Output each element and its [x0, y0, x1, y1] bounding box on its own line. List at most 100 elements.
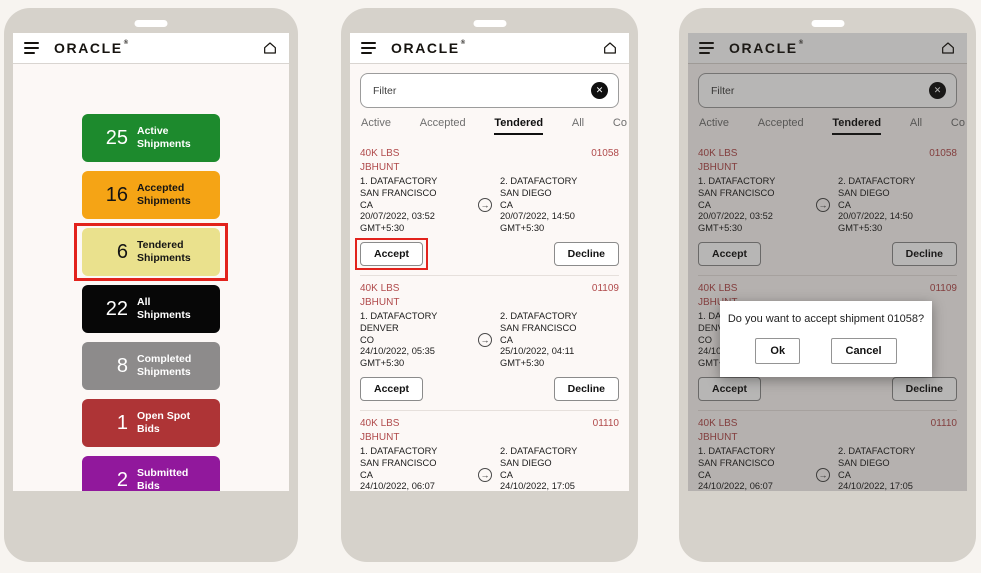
tendered-shipments-label: Tendered Shipments: [137, 239, 191, 264]
route-arrow-icon: →: [478, 333, 492, 348]
submitted-bids-button[interactable]: 2 Submitted Bids: [82, 456, 220, 491]
tab-tendered[interactable]: Tendered: [494, 117, 544, 135]
annotation-highlight-tendered: 6 Tendered Shipments: [74, 223, 228, 281]
completed-shipments-count: 8: [116, 354, 128, 377]
filter-input[interactable]: [371, 83, 591, 98]
app-bar: ORACLE®: [688, 33, 967, 64]
shipment-tabs: Active Accepted Tendered All Co: [350, 115, 629, 141]
shipment-card: 40K LBS 01110 JBHUNT 1. DATAFACTORY SAN …: [360, 411, 619, 491]
shipment-weight: 40K LBS: [360, 148, 400, 159]
oracle-logo: ORACLE®: [729, 40, 804, 56]
open-spot-bids-label: Open Spot Bids: [137, 410, 191, 435]
shipment-list: 40K LBS 01058 JBHUNT 1. DATAFACTORY SAN …: [350, 141, 629, 491]
shipment-id: 01110: [930, 417, 957, 429]
active-shipments-count: 25: [105, 126, 128, 149]
completed-shipments-label: Completed Shipments: [137, 353, 192, 378]
phone-mockup-accept-dialog: ORACLE® ✕ Active Accepted Tendered All C…: [679, 8, 976, 562]
shipment-card: 40K LBS 01058 JBHUNT 1. DATAFACTORY SAN …: [698, 141, 957, 276]
tab-active[interactable]: Active: [361, 117, 391, 129]
accepted-shipments-label: Accepted Shipments: [137, 182, 191, 207]
open-spot-bids-count: 1: [116, 411, 128, 434]
tendered-shipments-count: 6: [116, 240, 128, 263]
shipment-carrier: JBHUNT: [698, 431, 738, 443]
decline-button[interactable]: Decline: [891, 241, 957, 266]
tab-accepted[interactable]: Accepted: [757, 117, 804, 129]
shipment-weight: 40K LBS: [698, 282, 738, 294]
home-icon[interactable]: [602, 40, 618, 56]
shipment-id: 01058: [591, 148, 619, 159]
all-shipments-button[interactable]: 22 All Shipments: [82, 285, 220, 333]
menu-icon[interactable]: [699, 42, 714, 54]
app-bar: ORACLE®: [13, 33, 289, 64]
phone-speaker: [473, 20, 506, 27]
clear-filter-icon[interactable]: ✕: [591, 82, 608, 99]
dialog-message: Do you want to accept shipment 01058?: [727, 313, 925, 325]
destination-details: 2. DATAFACTORY SAN FRANCISCO CA 25/10/20…: [500, 310, 578, 369]
shipment-carrier: JBHUNT: [698, 296, 738, 308]
shipment-card: 40K LBS 01058 JBHUNT 1. DATAFACTORY SAN …: [354, 141, 619, 276]
origin-details: 1. DATAFACTORY SAN FRANCISCO CA 20/07/20…: [698, 176, 776, 234]
tab-tendered[interactable]: Tendered: [832, 117, 882, 135]
filter-input[interactable]: [709, 83, 929, 98]
home-icon[interactable]: [940, 40, 956, 56]
accept-button[interactable]: Accept: [360, 376, 424, 401]
accepted-shipments-count: 16: [105, 183, 128, 206]
tab-all[interactable]: All: [571, 117, 585, 129]
shipment-tabs: Active Accepted Tendered All Co: [688, 115, 967, 141]
shipment-card: 40K LBS 01109 JBHUNT 1. DATAFACTORY DENV…: [360, 276, 619, 411]
accept-button[interactable]: Accept: [698, 241, 762, 266]
shipment-carrier: JBHUNT: [360, 431, 400, 443]
oracle-logo: ORACLE®: [54, 40, 129, 56]
tendered-shipments-button[interactable]: 6 Tendered Shipments: [82, 228, 220, 276]
shipment-dashboard: 25 Active Shipments 16 Accepted Shipment…: [13, 64, 289, 491]
destination-details: 2. DATAFACTORY SAN DIEGO CA 24/10/2022, …: [500, 445, 578, 491]
shipment-id: 01109: [929, 282, 957, 294]
ok-button[interactable]: Ok: [755, 338, 801, 364]
all-shipments-label: All Shipments: [137, 296, 191, 321]
tab-active[interactable]: Active: [699, 117, 729, 129]
tab-accepted[interactable]: Accepted: [419, 117, 466, 129]
shipment-carrier: JBHUNT: [360, 296, 400, 308]
decline-button[interactable]: Decline: [553, 241, 619, 266]
accepted-shipments-button[interactable]: 16 Accepted Shipments: [82, 171, 220, 219]
menu-icon[interactable]: [24, 42, 39, 54]
origin-details: 1. DATAFACTORY DENVER CO 24/10/2022, 05:…: [360, 310, 438, 369]
phone-speaker: [134, 20, 168, 27]
annotation-highlight-accept: Accept: [354, 237, 429, 270]
all-shipments-count: 22: [105, 297, 128, 320]
submitted-bids-label: Submitted Bids: [137, 467, 189, 491]
tab-completed[interactable]: Co: [950, 117, 965, 129]
shipment-carrier: JBHUNT: [698, 162, 738, 173]
tab-completed[interactable]: Co: [612, 117, 627, 129]
destination-details: 2. DATAFACTORY SAN DIEGO CA 24/10/2022, …: [838, 445, 916, 491]
tab-all[interactable]: All: [909, 117, 923, 129]
oracle-logo: ORACLE®: [391, 40, 466, 56]
home-icon[interactable]: [262, 40, 278, 56]
shipment-weight: 40K LBS: [360, 282, 400, 294]
registered-mark: ®: [798, 40, 804, 46]
shipment-card: 40K LBS 01110 JBHUNT 1. DATAFACTORY SAN …: [698, 411, 957, 491]
active-shipments-label: Active Shipments: [137, 125, 191, 150]
clear-filter-icon[interactable]: ✕: [929, 82, 946, 99]
menu-icon[interactable]: [361, 42, 376, 54]
filter-bar: ✕: [360, 73, 619, 108]
accept-shipment-dialog: Do you want to accept shipment 01058? Ok…: [720, 301, 932, 377]
active-shipments-button[interactable]: 25 Active Shipments: [82, 114, 220, 162]
open-spot-bids-button[interactable]: 1 Open Spot Bids: [82, 399, 220, 447]
route-arrow-icon: →: [478, 468, 492, 483]
decline-button[interactable]: Decline: [553, 376, 619, 401]
phone-mockup-dashboard: ORACLE® 25 Active Shipments 16 Accepted …: [4, 8, 298, 562]
dashboard-screen: ORACLE® 25 Active Shipments 16 Accepted …: [13, 33, 289, 491]
route-arrow-icon: →: [816, 468, 830, 483]
registered-mark: ®: [123, 40, 129, 46]
route-arrow-icon: →: [816, 198, 830, 213]
accept-button[interactable]: Accept: [360, 241, 424, 266]
tendered-list-screen-dimmed: ORACLE® ✕ Active Accepted Tendered All C…: [688, 33, 967, 491]
cancel-button[interactable]: Cancel: [830, 338, 897, 364]
decline-button[interactable]: Decline: [891, 376, 957, 401]
phone-mockup-tendered-list: ORACLE® ✕ Active Accepted Tendered All C…: [341, 8, 638, 562]
completed-shipments-button[interactable]: 8 Completed Shipments: [82, 342, 220, 390]
accept-button[interactable]: Accept: [698, 376, 762, 401]
route-arrow-icon: →: [478, 198, 492, 213]
registered-mark: ®: [460, 40, 466, 46]
